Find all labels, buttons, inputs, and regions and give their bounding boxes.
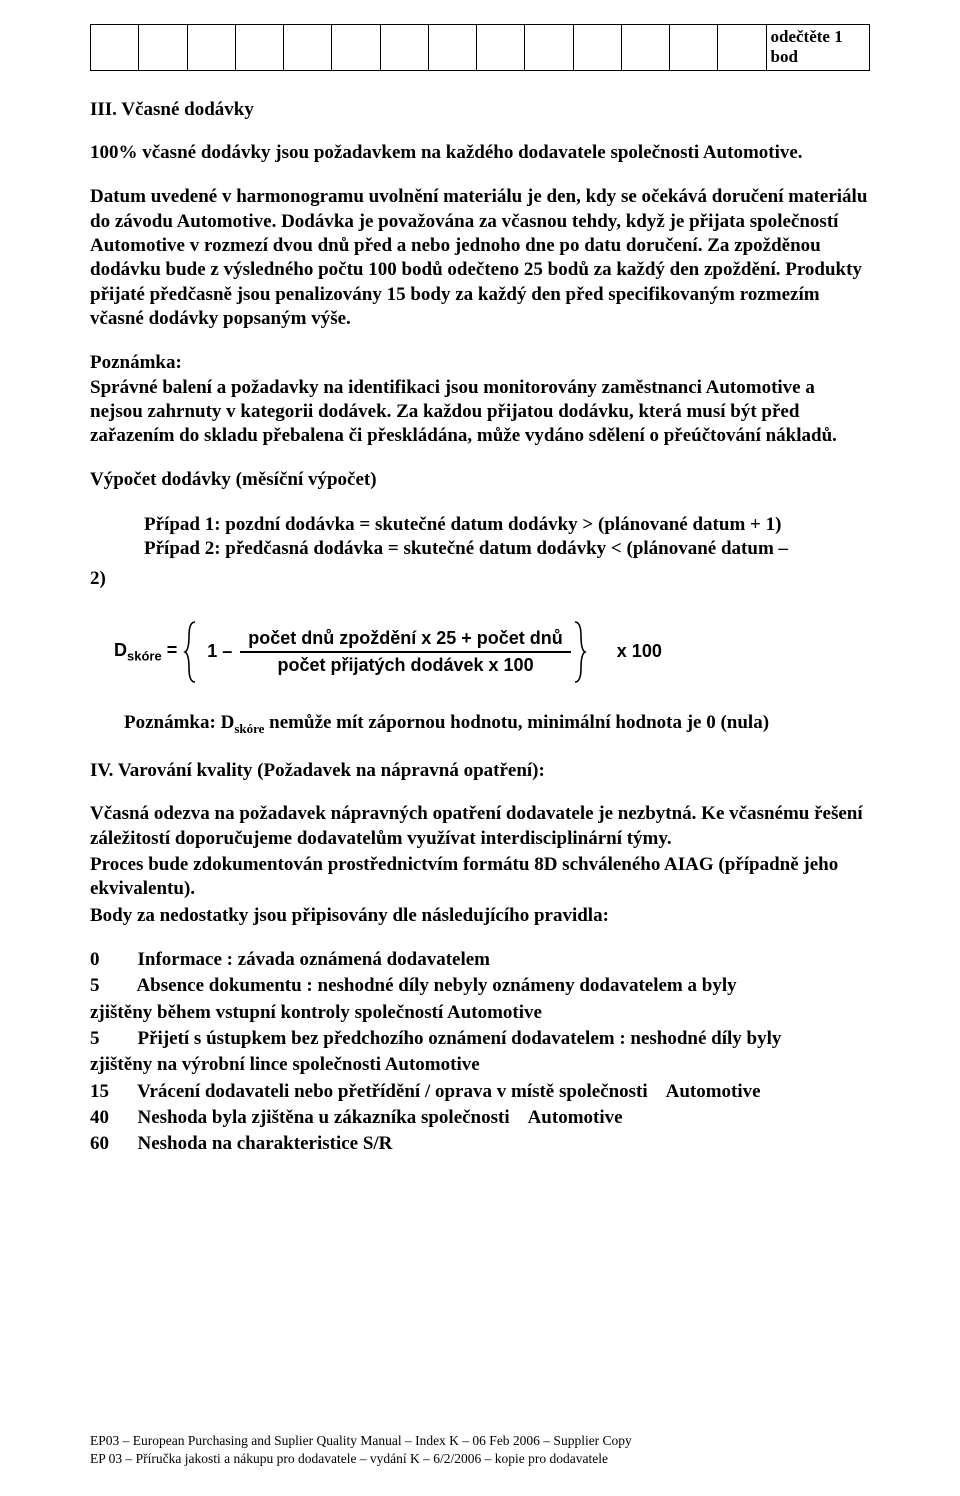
footer-line-2: EP 03 – Příručka jakosti a nákupu pro do…: [90, 1450, 632, 1468]
rule-40: 40 Neshoda byla zjištěna u zákazníka spo…: [90, 1106, 870, 1130]
section-4-p3: Body za nedostatky jsou připisovány dle …: [90, 904, 870, 928]
section-3-note: Poznámka: Správné balení a požadavky na …: [90, 351, 870, 448]
rule-60: 60 Neshoda na charakteristice S/R: [90, 1132, 870, 1156]
formula: Dskóre = 1 – počet dnů zpoždění x 25 + p…: [114, 620, 870, 684]
note-body: Správné balení a požadavky na identifika…: [90, 377, 837, 447]
case-2-tail: 2): [90, 567, 870, 591]
right-brace-icon: [571, 620, 587, 684]
table-cell: [139, 25, 187, 71]
page-footer: EP03 – European Purchasing and Suplier Q…: [90, 1432, 632, 1468]
formula-note-sub: skóre: [234, 720, 264, 735]
rule-15: 15 Vrácení dodavateli nebo přetřídění / …: [90, 1080, 870, 1104]
formula-note-prefix: Poznámka: D: [124, 712, 234, 733]
formula-equals: =: [167, 640, 178, 660]
formula-d-sub: skóre: [127, 648, 162, 663]
table-cell: [91, 25, 139, 71]
table-cell: [284, 25, 332, 71]
section-3-heading: III. Včasné dodávky: [90, 99, 870, 121]
formula-d: D: [114, 640, 127, 660]
table-cell: [235, 25, 283, 71]
table-cell: [187, 25, 235, 71]
case-2: Případ 2: předčasná dodávka = skutečné d…: [144, 538, 788, 559]
section-3-p1: 100% včasné dodávky jsou požadavkem na k…: [90, 141, 870, 165]
formula-times-100: x 100: [617, 641, 662, 662]
formula-numerator: počet dnů zpoždění x 25 + počet dnů: [240, 626, 571, 651]
section-4-heading: IV. Varování kvality (Požadavek na nápra…: [90, 760, 870, 782]
formula-one-minus: 1 –: [207, 641, 232, 662]
section-3-p2: Datum uvedené v harmonogramu uvolnění ma…: [90, 185, 870, 331]
rules-block: 0 Informace : závada oznámená dodavatele…: [90, 948, 870, 1157]
note-label: Poznámka:: [90, 352, 182, 373]
calc-cases: Případ 1: pozdní dodávka = skutečné datu…: [144, 513, 870, 562]
table-cell: [670, 25, 718, 71]
table-cell: [621, 25, 669, 71]
table-cell: [573, 25, 621, 71]
left-brace-icon: [183, 620, 199, 684]
formula-denominator: počet přijatých dodávek x 100: [269, 653, 541, 678]
table-cell: [477, 25, 525, 71]
table-cell: [332, 25, 380, 71]
rule-5b-l2: zjištěny na výrobní lince společnosti Au…: [90, 1053, 870, 1077]
formula-d-label: Dskóre =: [114, 640, 177, 664]
rule-5a-l1: 5 Absence dokumentu : neshodné díly neby…: [90, 974, 870, 998]
table-cell: [428, 25, 476, 71]
table-cell: [525, 25, 573, 71]
formula-note: Poznámka: Dskóre nemůže mít zápornou hod…: [124, 712, 870, 737]
case-1: Případ 1: pozdní dodávka = skutečné datu…: [144, 514, 781, 535]
section-4-p2: Proces bude zdokumentován prostřednictví…: [90, 853, 870, 902]
rule-5b-l1: 5 Přijetí s ústupkem bez předchozího ozn…: [90, 1027, 870, 1051]
formula-note-suffix: nemůže mít zápornou hodnotu, minimální h…: [264, 712, 769, 733]
page: odečtěte 1 bod III. Včasné dodávky 100% …: [0, 0, 960, 1496]
table-cell-deduct: odečtěte 1 bod: [766, 25, 870, 71]
section-4-p1: Včasná odezva na požadavek nápravných op…: [90, 802, 870, 851]
formula-fraction: počet dnů zpoždění x 25 + počet dnů poče…: [240, 626, 571, 678]
calc-heading: Výpočet dodávky (měsíční výpočet): [90, 468, 870, 492]
rule-5a-l2: zjištěny během vstupní kontroly společno…: [90, 1001, 870, 1025]
top-score-table: odečtěte 1 bod: [90, 24, 870, 71]
table-cell: [380, 25, 428, 71]
table-cell: [718, 25, 766, 71]
footer-line-1: EP03 – European Purchasing and Suplier Q…: [90, 1432, 632, 1450]
rule-0: 0 Informace : závada oznámená dodavatele…: [90, 948, 870, 972]
